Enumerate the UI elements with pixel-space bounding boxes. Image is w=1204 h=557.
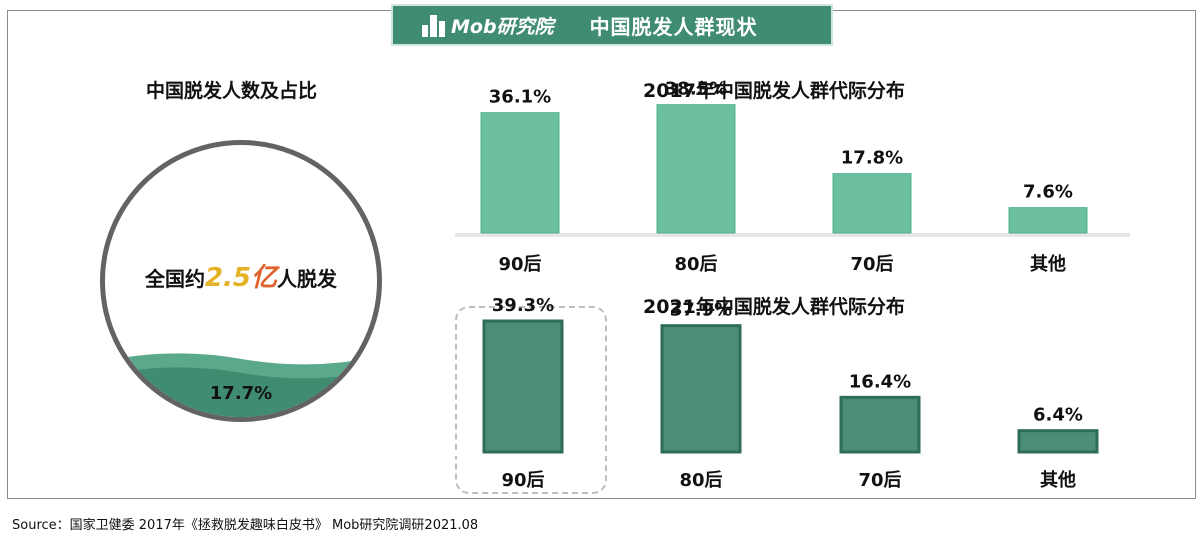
bar-2017-0 — [480, 112, 560, 234]
chart-2017-title: 2017年中国脱发人群代际分布 — [643, 80, 905, 102]
category-label: 其他 — [1030, 253, 1066, 275]
share-percent: 17.7% — [209, 383, 273, 404]
category-label: 90后 — [498, 254, 541, 275]
bar-value-label: 39.3% — [492, 295, 554, 316]
circle-accent — [105, 325, 111, 385]
highlight-90s-box — [455, 306, 607, 494]
category-label: 80后 — [679, 470, 722, 491]
bar-value-label: 7.6% — [1023, 182, 1073, 203]
header-banner: Mob研究院 中国脱发人群现状 — [391, 4, 833, 46]
page-title: 中国脱发人群现状 — [589, 14, 758, 39]
bar-2021-3 — [1017, 429, 1099, 454]
bar-2021-2 — [839, 395, 921, 454]
category-label: 90后 — [501, 470, 544, 491]
category-label: 80后 — [674, 254, 717, 275]
category-label: 其他 — [1040, 469, 1076, 491]
bar-value-label: 36.1% — [489, 87, 551, 108]
bar-value-label: 17.8% — [841, 148, 903, 169]
source-note: Source：国家卫健委 2017年《拯救脱发趣味白皮书》 Mob研究院调研20… — [12, 518, 479, 533]
bar-value-label: 38.5% — [665, 79, 727, 100]
bar-value-label: 16.4% — [849, 371, 911, 392]
total-unit: 亿 — [251, 263, 278, 293]
bar-2017-1 — [656, 104, 736, 234]
chart-2021-title: 2021年中国脱发人群代际分布 — [643, 296, 905, 318]
total-count-text: 全国约2.5亿人脱发 — [105, 257, 377, 294]
bar-2021-1 — [660, 324, 742, 454]
category-label: 70后 — [850, 254, 893, 275]
share-wave — [105, 353, 377, 417]
bar-value-label: 37.9% — [670, 300, 732, 321]
total-suffix: 人脱发 — [277, 267, 338, 291]
bar-2021-0 — [482, 319, 564, 454]
bar-2017-3 — [1008, 207, 1088, 234]
brand-name: Mob研究院 — [451, 15, 554, 38]
total-prefix: 全国约 — [144, 267, 205, 291]
category-label: 70后 — [858, 470, 901, 491]
bar-2017-2 — [832, 173, 912, 234]
hair-loss-circle: 全国约2.5亿人脱发 17.7% — [100, 140, 382, 422]
buildings-logo-icon — [422, 15, 445, 37]
total-number: 2.5 — [204, 263, 252, 293]
bar-value-label: 6.4% — [1033, 405, 1083, 426]
wave-fill — [105, 367, 377, 417]
brand-logo: Mob研究院 — [421, 12, 554, 39]
left-panel-title: 中国脱发人数及占比 — [146, 80, 318, 102]
